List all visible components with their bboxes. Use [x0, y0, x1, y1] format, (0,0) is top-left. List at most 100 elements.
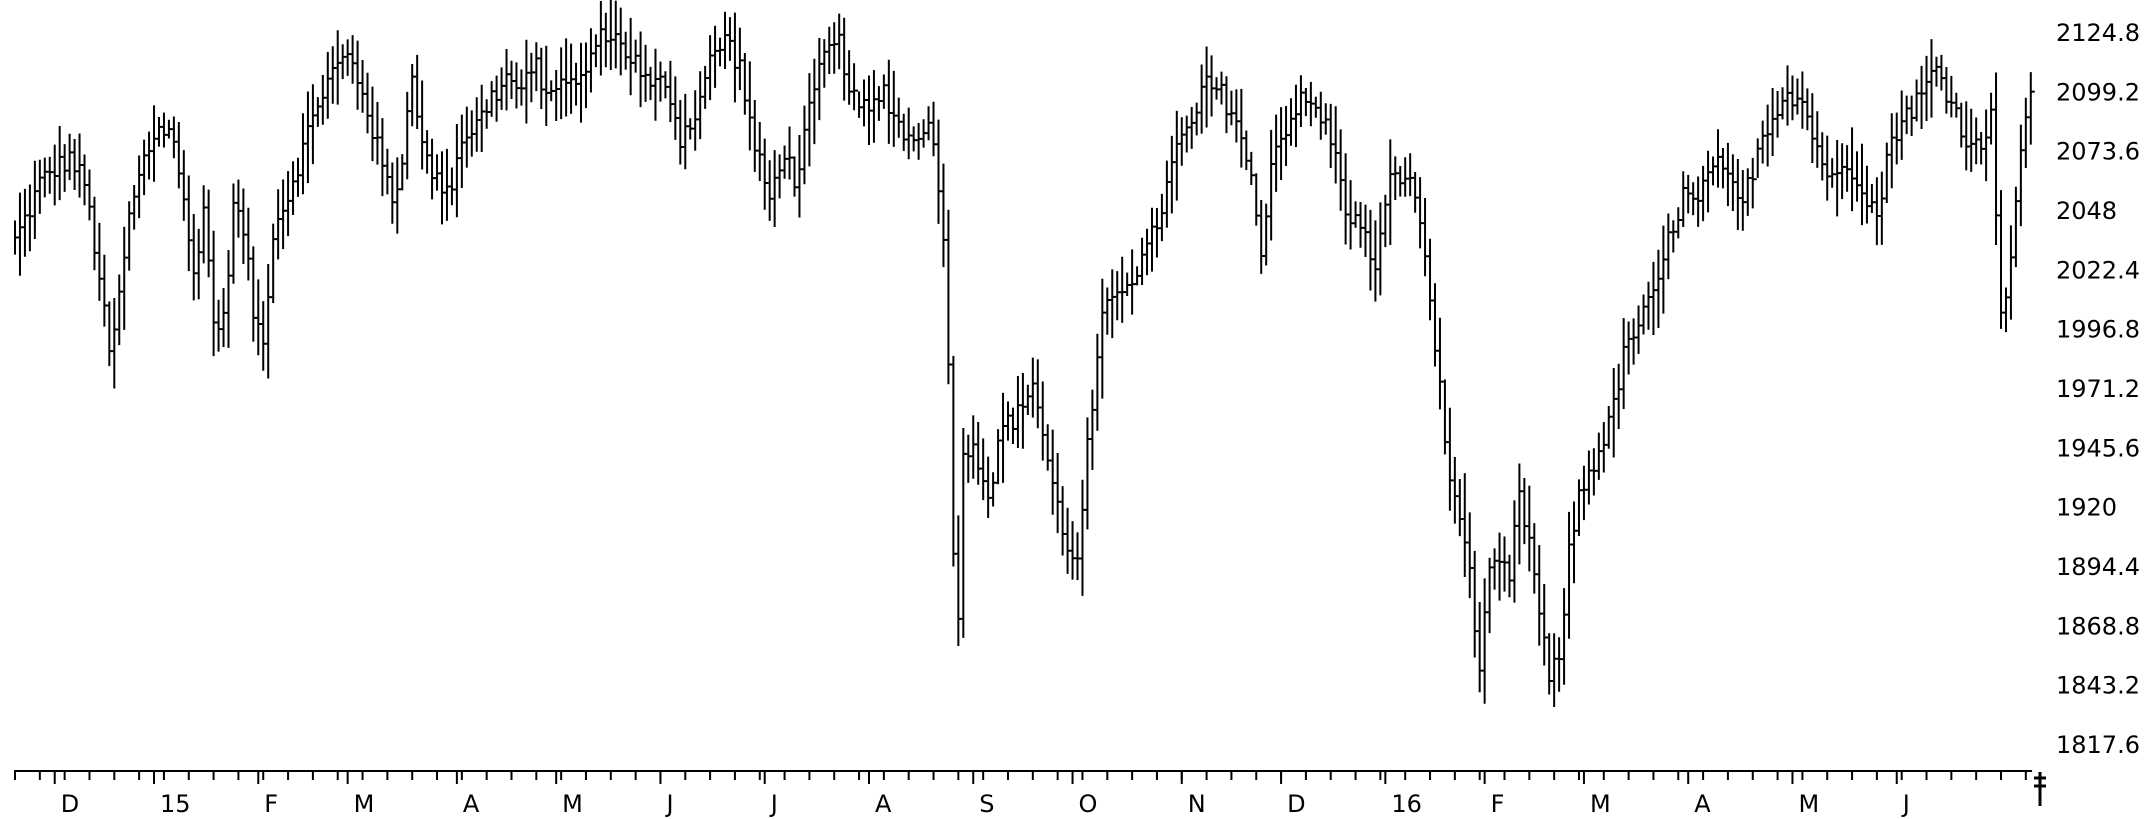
- price-bar: [68, 133, 74, 181]
- price-bar: [277, 189, 283, 260]
- price-bar: [1657, 249, 1663, 329]
- price-bar: [331, 46, 337, 104]
- price-bar: [813, 58, 819, 145]
- price-bar: [1026, 384, 1032, 415]
- price-bar: [1890, 113, 1896, 189]
- y-tick-label: 1920: [2056, 494, 2117, 522]
- price-bar: [768, 160, 774, 221]
- price-bar: [992, 472, 998, 507]
- price-bar: [426, 130, 432, 174]
- price-bar: [1443, 379, 1449, 455]
- price-bar: [237, 179, 243, 238]
- x-tick-label: M: [1798, 790, 1819, 818]
- price-bar: [1324, 103, 1330, 135]
- price-bar: [828, 26, 834, 75]
- price-bar: [922, 119, 928, 148]
- price-bar: [783, 145, 789, 179]
- x-tick-label: A: [1694, 790, 1711, 818]
- price-bar: [1275, 114, 1281, 192]
- price-bar: [1796, 78, 1802, 115]
- price-bar: [619, 7, 625, 76]
- y-tick-label: 2099.2: [2056, 78, 2140, 106]
- price-bar: [2024, 97, 2030, 168]
- price-bar: [1086, 417, 1092, 530]
- price-bar: [1736, 158, 1742, 230]
- price-bar: [550, 80, 556, 102]
- price-bar: [1096, 333, 1102, 431]
- price-bar: [1816, 111, 1822, 168]
- price-bar: [1523, 478, 1529, 545]
- price-bar: [510, 60, 516, 100]
- price-bar: [1513, 500, 1519, 603]
- price-bar: [1662, 225, 1668, 314]
- price-bar: [977, 421, 983, 485]
- price-bar: [1940, 54, 1946, 91]
- price-bar: [1468, 512, 1474, 599]
- price-bar: [748, 61, 754, 151]
- price-bar: [485, 99, 491, 129]
- price-bar: [247, 207, 253, 281]
- price-bar: [197, 228, 203, 300]
- price-bar: [1761, 120, 1767, 164]
- price-bar: [1483, 578, 1489, 704]
- price-bar: [1558, 637, 1564, 692]
- price-bar: [1975, 117, 1981, 165]
- price-bar: [525, 39, 531, 124]
- price-bar: [1920, 65, 1926, 129]
- price-bar: [1692, 182, 1698, 216]
- price-bar: [942, 163, 948, 268]
- price-bar: [1230, 90, 1236, 126]
- price-bar: [157, 117, 163, 147]
- price-bar: [714, 25, 720, 88]
- price-bar: [1235, 89, 1241, 143]
- price-bar: [1905, 95, 1911, 135]
- price-bar: [1066, 507, 1072, 574]
- price-bar: [88, 169, 94, 221]
- x-tick-label: F: [264, 790, 278, 818]
- price-bar: [252, 246, 258, 342]
- price-bar: [1448, 407, 1454, 511]
- x-axis-ticks: [14, 771, 2027, 784]
- price-bar: [1612, 368, 1618, 458]
- price-bar: [1617, 363, 1623, 429]
- price-bar: [1160, 193, 1166, 242]
- price-bar: [624, 31, 630, 70]
- price-bar: [1910, 95, 1916, 136]
- price-bar: [1702, 165, 1708, 222]
- price-bar: [1950, 75, 1956, 118]
- price-bar: [902, 113, 908, 151]
- price-bar: [1682, 171, 1688, 228]
- price-bar: [28, 184, 34, 252]
- price-bar: [887, 59, 893, 144]
- y-tick-label: 1945.6: [2056, 434, 2140, 462]
- price-bar: [1990, 92, 1996, 145]
- price-bar: [1056, 453, 1062, 534]
- x-tick-label: F: [1491, 790, 1505, 818]
- price-bar: [1478, 602, 1484, 693]
- price-bar: [138, 155, 144, 219]
- price-bar: [1220, 71, 1226, 105]
- last-price-marker-icon: [2034, 772, 2046, 806]
- price-bar: [609, 0, 615, 71]
- price-bar: [634, 39, 640, 73]
- price-bar: [381, 118, 387, 197]
- price-bar: [1856, 151, 1862, 202]
- price-bar: [1826, 135, 1832, 201]
- price-bar: [460, 114, 466, 188]
- price-bar: [242, 188, 248, 265]
- x-tick-label: N: [1188, 790, 1206, 818]
- price-bar: [1002, 392, 1008, 483]
- price-bar: [733, 12, 739, 103]
- price-bar: [455, 124, 461, 218]
- price-bar: [301, 113, 307, 195]
- price-bar: [689, 118, 695, 140]
- y-tick-label: 1868.8: [2056, 612, 2140, 640]
- price-bar: [1314, 96, 1320, 118]
- price-bar: [401, 154, 407, 191]
- price-bar: [1632, 318, 1638, 365]
- price-bar: [1419, 177, 1425, 249]
- price-bar: [1453, 457, 1459, 524]
- price-bar: [2009, 225, 2015, 320]
- price-bar: [1622, 318, 1628, 409]
- price-bar: [1021, 372, 1027, 449]
